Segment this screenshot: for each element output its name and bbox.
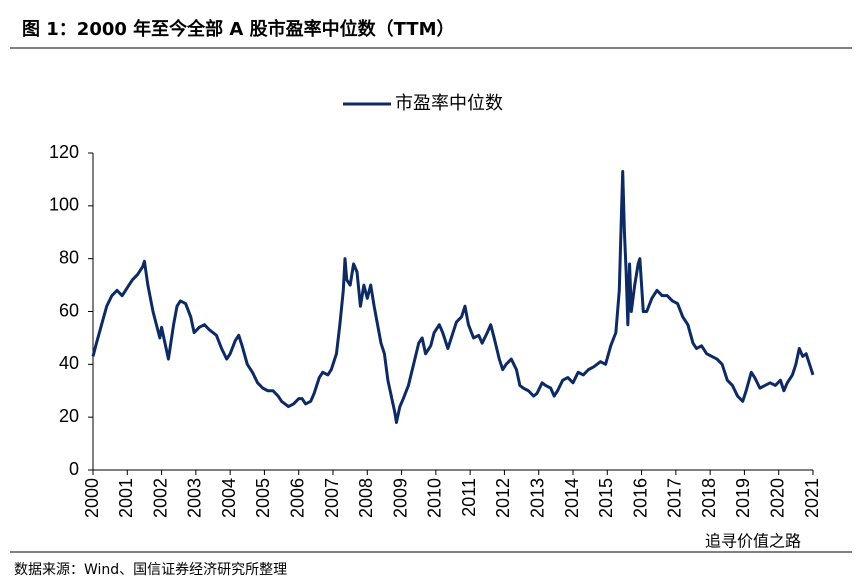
y-tick-label: 40 [59,353,79,373]
x-tick-label: 2009 [390,478,410,518]
y-tick-label: 100 [49,195,79,215]
y-tick-label: 20 [59,406,79,426]
x-tick-label: 2021 [802,478,822,518]
x-tick-label: 2007 [322,478,342,518]
source: 数据来源：Wind、国信证券经济研究所整理 [14,562,287,578]
y-tick-label: 120 [49,142,79,162]
x-tick-label: 2000 [82,478,102,518]
legend-label: 市盈率中位数 [395,93,503,114]
x-tick-label: 2005 [253,478,273,518]
x-tick-label: 2015 [596,478,616,518]
x-tick-label: 2008 [356,478,376,518]
x-tick-label: 2006 [287,478,307,518]
x-tick-label: 2002 [150,478,170,518]
x-tick-label: 2017 [665,478,685,518]
x-tick-label: 2003 [185,478,205,518]
x-tick-label: 2010 [425,478,445,518]
x-tick-label: 2012 [493,478,513,518]
x-tick-label: 2011 [459,478,479,517]
x-tick-label: 2018 [699,478,719,518]
y-tick-label: 0 [69,459,79,479]
x-tick-label: 2020 [767,478,787,518]
x-tick-label: 2014 [562,478,582,518]
x-tick-label: 2019 [733,478,753,518]
y-tick-label: 60 [59,300,79,320]
x-tick-label: 2004 [219,478,239,518]
x-tick-label: 2013 [527,478,547,518]
x-tick-label: 2001 [116,478,136,518]
chart-title: 图 1：2000 年至今全部 A 股市盈率中位数（TTM） [22,18,455,40]
watermark: 追寻价值之路 [705,532,801,551]
y-tick-label: 80 [59,247,79,267]
series-line [91,169,815,424]
x-tick-label: 2016 [630,478,650,518]
